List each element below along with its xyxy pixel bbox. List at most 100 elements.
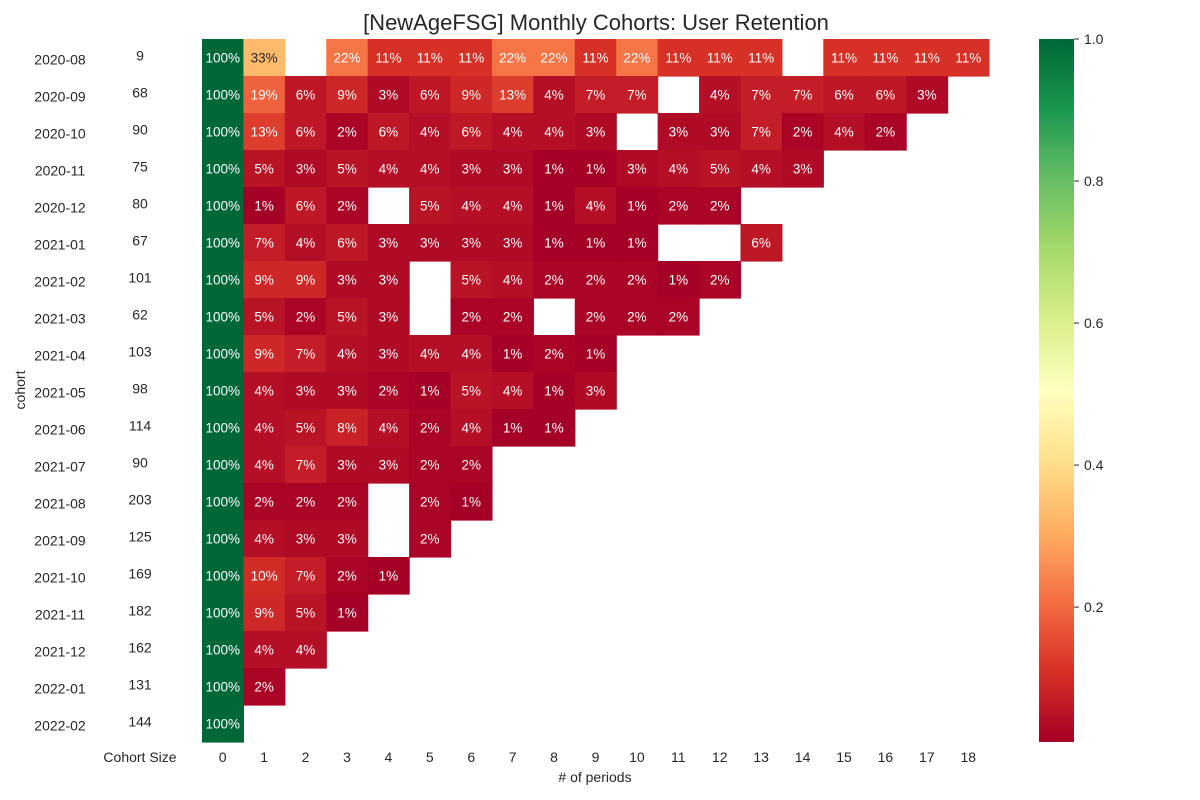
cell-label: 1% [544,384,564,399]
heatmap-cell [409,446,452,484]
heatmap-cell [326,150,369,188]
heatmap-cell [284,446,327,484]
cell-label: 4% [503,384,523,399]
cell-label: 6% [296,88,316,103]
y-axis-label: cohort [12,370,28,409]
cohort-label: 2021-03 [34,311,86,327]
cell-label: 2% [420,421,440,436]
heatmap-cell [367,446,410,484]
heatmap-cell [326,76,369,114]
heatmap-cell [326,557,369,595]
cohort-size-label: 114 [129,418,152,434]
cell-label: 1% [379,569,399,584]
heatmap-cell [243,298,286,336]
heatmap-cell [574,39,617,77]
cell-label: 11% [707,51,733,66]
heatmap-cell [657,261,700,299]
cell-label: 100% [205,236,240,251]
heatmap-cell [202,483,245,521]
cell-label: 6% [296,199,316,214]
heatmap-cell [657,187,700,225]
period-label: 2 [302,749,310,765]
cell-label: 6% [834,88,854,103]
heatmap-cell [491,187,534,225]
heatmap-cell [657,298,700,336]
heatmap-cell [409,372,452,410]
cell-label: 11% [665,51,691,66]
cohort-label: 2021-12 [34,644,86,660]
cell-label: 4% [503,199,523,214]
colorbar-tick-label: 0.6 [1084,315,1104,331]
heatmap-cell [450,187,493,225]
cell-label: 2% [503,310,523,325]
heatmap-cell [450,372,493,410]
colorbar-ticks: 0.2 0.4 0.6 0.8 1.0 [1074,31,1104,615]
period-label: 13 [753,749,769,765]
heatmap-cell [326,224,369,262]
heatmap-cell [202,705,245,743]
cell-label: 5% [254,162,274,177]
heatmap-cell [202,150,245,188]
cell-label: 2% [586,310,606,325]
heatmap-cell [326,446,369,484]
colorbar-tick-label: 0.8 [1084,173,1104,189]
heatmap-cell [326,187,369,225]
cell-label: 4% [420,347,440,362]
cell-label: 100% [205,717,240,732]
cohort-size-label: 162 [128,640,152,656]
heatmap-cell [202,335,245,373]
cell-label: 100% [205,162,240,177]
heatmap-cell [243,594,286,632]
heatmap-cell [657,150,700,188]
heatmap-cell [202,372,245,410]
heatmap-cell [243,187,286,225]
cell-label: 2% [461,458,481,473]
period-label: 15 [836,749,852,765]
heatmap-cell [326,372,369,410]
period-label: 16 [878,749,894,765]
cell-label: 2% [710,199,730,214]
cell-label: 6% [461,125,481,140]
cell-label: 22% [623,51,650,66]
heatmap-cell [450,150,493,188]
cohort-label: 2022-01 [34,681,86,697]
heatmap-cell [740,113,783,151]
heatmap-cell [533,113,576,151]
cohort-size-label: 80 [132,196,148,212]
cell-label: 2% [586,273,606,288]
heatmap-cell [781,150,824,188]
heatmap-cell [409,113,452,151]
heatmap-cell [202,224,245,262]
cell-label: 100% [205,199,240,214]
cell-label: 3% [379,310,399,325]
cohort-label: 2022-02 [34,718,86,734]
cell-label: 22% [499,51,526,66]
cell-label: 10% [251,569,278,584]
heatmap-cell [243,483,286,521]
heatmap-cell [367,76,410,114]
cell-label: 11% [458,51,484,66]
cell-label: 5% [296,421,316,436]
cell-label: 4% [254,643,274,658]
cell-label: 7% [793,88,813,103]
heatmap-cell [533,261,576,299]
heatmap-cell [491,409,534,447]
cell-label: 22% [333,51,360,66]
cell-label: 13% [251,125,278,140]
cell-label: 4% [503,273,523,288]
heatmap-cell [450,298,493,336]
cohort-size-label: 131 [128,677,152,693]
cell-label: 100% [205,532,240,547]
heatmap-cell [284,261,327,299]
heatmap-cell [574,335,617,373]
cell-label: 1% [544,199,564,214]
cohort-size-label: 9 [136,48,144,64]
heatmap-cell [491,150,534,188]
cell-label: 4% [461,199,481,214]
heatmap-cell [284,224,327,262]
cell-label: 4% [420,125,440,140]
heatmap-cell [864,76,907,114]
cohort-label: 2020-11 [35,163,86,179]
heatmap-cell [202,261,245,299]
cell-label: 11% [914,51,940,66]
